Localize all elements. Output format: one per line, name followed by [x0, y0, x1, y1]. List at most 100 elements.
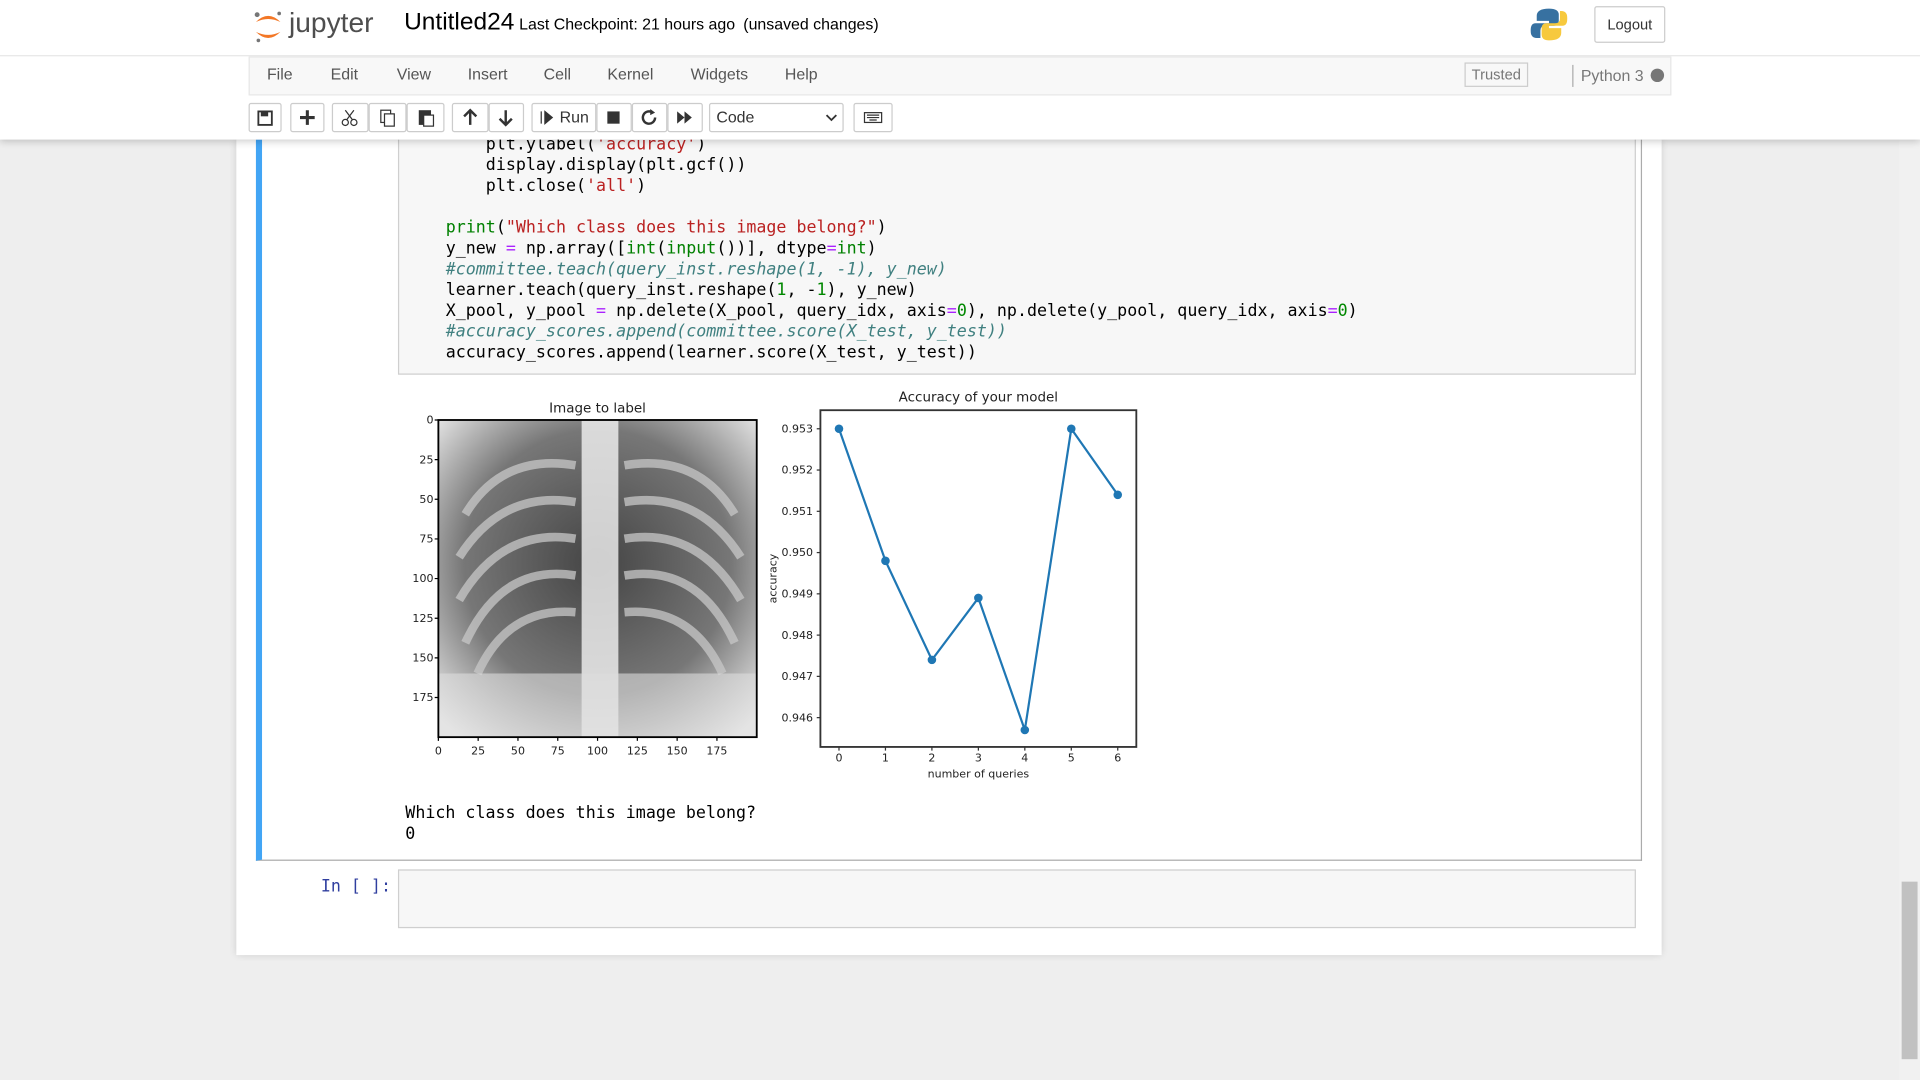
- scrollbar[interactable]: [1899, 139, 1920, 1080]
- output-text: 0: [405, 824, 416, 844]
- run-button[interactable]: Run: [531, 102, 597, 133]
- checkpoint: Last Checkpoint: 21 hours ago: [519, 14, 736, 34]
- output-text: Which class does this image belong?: [405, 803, 757, 823]
- y-tick-label: 0.948: [782, 629, 814, 642]
- code-line: plt.close('all'): [445, 176, 647, 196]
- y-tick-label: 0.950: [782, 546, 814, 559]
- cell-type-select[interactable]: Code: [708, 102, 844, 133]
- image-title: Image to label: [549, 402, 646, 417]
- kernel-name: Python 3: [1580, 66, 1644, 85]
- stop-button[interactable]: [596, 102, 632, 133]
- unsaved: (unsaved changes): [743, 14, 879, 34]
- menu-item[interactable]: Widgets: [690, 64, 749, 84]
- x-tick-label: 150: [667, 744, 688, 757]
- copy-button[interactable]: [368, 102, 407, 133]
- code-line: print("Which class does this image belon…: [445, 217, 887, 238]
- paste-button[interactable]: [406, 102, 445, 133]
- y-tick-label: 125: [412, 612, 433, 625]
- data-point: [1020, 725, 1030, 735]
- jupyter-icon: [254, 11, 282, 43]
- data-point: [881, 556, 890, 566]
- y-tick-label: 0.953: [782, 422, 814, 435]
- menu-item[interactable]: Kernel: [607, 64, 654, 84]
- trusted-indicator[interactable]: Trusted: [1464, 62, 1529, 87]
- x-tick-label: 6: [1114, 752, 1121, 765]
- x-tick-label: 175: [706, 744, 727, 757]
- code-line: y_new = np.array([int(input())], dtype=i…: [445, 238, 877, 259]
- x-tick-label: 4: [1021, 752, 1028, 765]
- code-line: accuracy_scores.append(learner.score(X_t…: [445, 342, 977, 363]
- code-line: learner.teach(query_inst.reshape(1, -1),…: [445, 280, 917, 300]
- run-label: Run: [559, 107, 589, 127]
- move-up-button[interactable]: [451, 102, 489, 133]
- empty-cell[interactable]: [397, 869, 1636, 929]
- cut-button[interactable]: [331, 102, 369, 133]
- code-input[interactable]: [397, 129, 1636, 375]
- x-tick-label: 0: [435, 744, 442, 757]
- cell-type: Code: [716, 107, 755, 127]
- x-tick-label: 75: [551, 744, 565, 757]
- python-logo: [1530, 8, 1568, 41]
- x-axis-label: number of queries: [928, 768, 1030, 781]
- menu-item[interactable]: Help: [784, 64, 818, 84]
- selected-cell[interactable]: [255, 139, 1643, 861]
- x-tick-label: 1: [882, 752, 889, 765]
- x-tick-label: 25: [471, 744, 485, 757]
- y-tick-label: 0.951: [782, 505, 814, 518]
- y-tick-label: 0.947: [782, 670, 814, 683]
- logo[interactable]: jupyter: [288, 6, 374, 38]
- run-all-button[interactable]: [667, 102, 703, 133]
- y-axis-label: accuracy: [766, 553, 779, 603]
- scrollbar-thumb[interactable]: [1901, 881, 1918, 1060]
- kernel-indicator: [1650, 68, 1665, 83]
- keyboard-button[interactable]: [853, 102, 893, 133]
- x-tick-label: 2: [928, 752, 935, 765]
- menu-item[interactable]: Edit: [330, 64, 359, 84]
- save-button[interactable]: [248, 102, 282, 133]
- plot-frame: [819, 409, 1138, 748]
- menu-item[interactable]: Insert: [467, 64, 508, 84]
- code-line: X_pool, y_pool = np.delete(X_pool, query…: [445, 301, 1358, 321]
- y-tick-label: 0.946: [782, 711, 814, 724]
- y-tick-label: 75: [419, 533, 433, 546]
- y-tick-label: 150: [412, 652, 433, 665]
- y-tick-label: 50: [419, 493, 433, 506]
- x-tick-label: 100: [587, 744, 608, 757]
- code-line: display.display(plt.gcf()): [445, 155, 747, 176]
- y-tick-label: 0: [426, 414, 433, 427]
- data-point: [834, 424, 844, 434]
- x-tick-label: 125: [627, 744, 648, 757]
- restart-button[interactable]: [631, 102, 668, 133]
- move-down-button[interactable]: [488, 102, 525, 133]
- x-tick-label: 50: [511, 744, 525, 757]
- code-line: #accuracy_scores.append(committee.score(…: [445, 322, 1007, 342]
- x-tick-label: 5: [1068, 752, 1075, 765]
- input-prompt: In [ ]:: [320, 876, 391, 897]
- xray-image: [438, 420, 757, 738]
- insert-button[interactable]: [290, 102, 325, 133]
- y-tick-label: 25: [419, 453, 433, 466]
- code-block: plt.ylabel('accuracy') display.display(p…: [446, 135, 747, 197]
- x-tick-label: 3: [975, 752, 982, 765]
- code-line: #committee.teach(query_inst.reshape(1, -…: [445, 259, 947, 280]
- menubar: [248, 56, 1672, 96]
- y-tick-label: 0.952: [782, 464, 814, 477]
- data-point: [927, 655, 937, 665]
- chart-title: Accuracy of your model: [899, 391, 1058, 406]
- data-point: [1066, 424, 1076, 434]
- header: jupyter Untitled24 Last Checkpoint: 21 h…: [0, 0, 1920, 140]
- y-tick-label: 175: [412, 691, 433, 704]
- data-point: [1113, 490, 1123, 500]
- menu-item[interactable]: Cell: [543, 64, 572, 84]
- y-tick-label: 100: [412, 572, 433, 585]
- logout-button[interactable]: Logout: [1594, 6, 1666, 43]
- code-block: print("Which class does this image belon…: [446, 218, 1358, 364]
- notebook-name[interactable]: Untitled24: [404, 8, 515, 36]
- data-point: [974, 593, 983, 603]
- y-tick-label: 0.949: [782, 588, 814, 601]
- menu-item[interactable]: File: [266, 64, 293, 84]
- menu-item[interactable]: View: [396, 64, 431, 84]
